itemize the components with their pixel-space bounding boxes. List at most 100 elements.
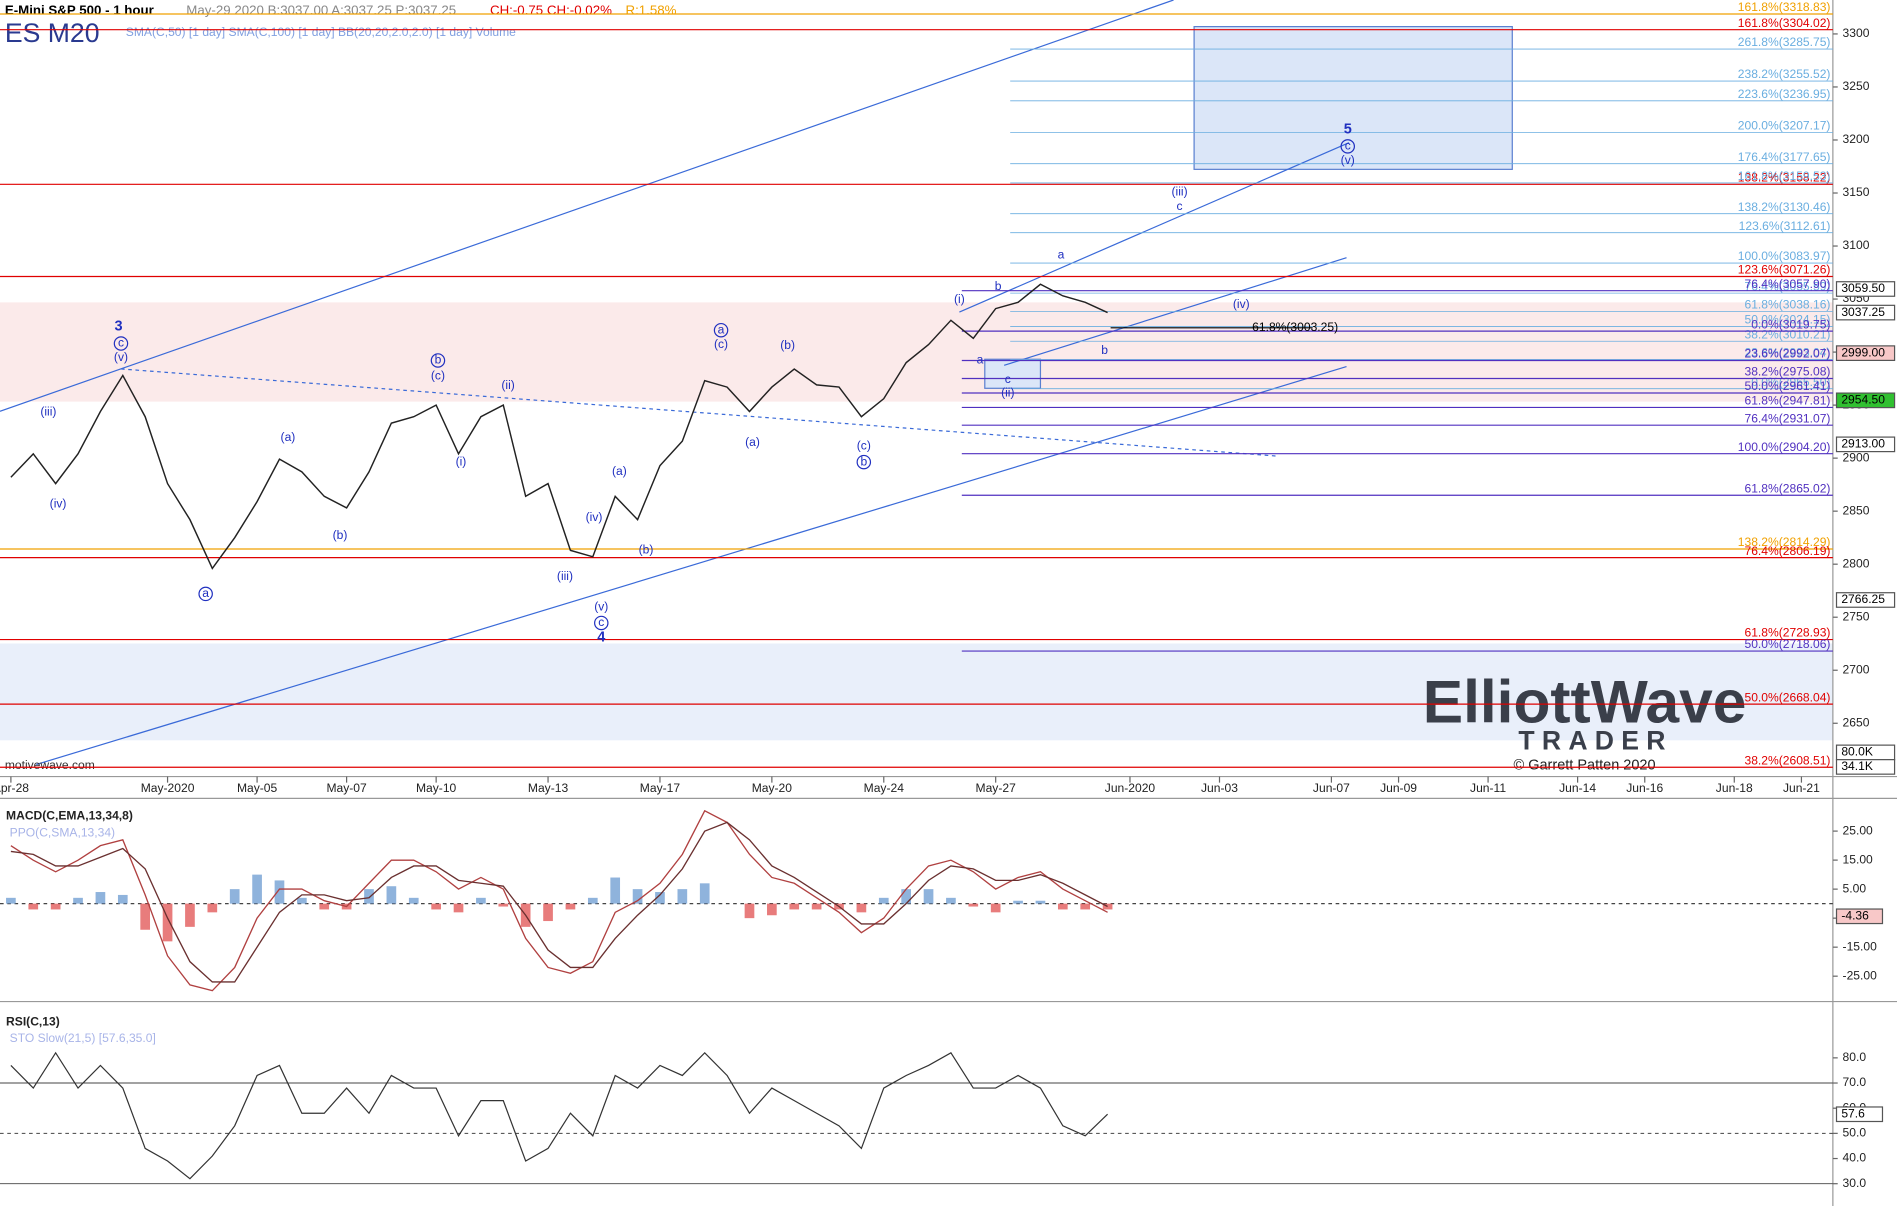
x-tick-label: May-24	[864, 781, 905, 795]
header-range: R:1.58%	[625, 2, 676, 17]
x-tick-label: May-07	[326, 781, 367, 795]
histogram-bar	[140, 903, 151, 930]
histogram-bar	[655, 892, 665, 904]
value-tag-label: -4.36	[1841, 908, 1869, 922]
histogram-bar	[73, 897, 83, 904]
copyright: © Garrett Patten 2020	[1513, 758, 1655, 774]
zone-band	[0, 302, 1833, 402]
fib-label: 50.0%(2718.06)	[1744, 637, 1830, 651]
wave-label: 3	[115, 318, 123, 334]
panel-title: MACD(C,EMA,13,34,8)	[6, 809, 133, 823]
x-tick-label: May-27	[976, 781, 1017, 795]
fib-label: 138.2%(3130.46)	[1738, 200, 1831, 214]
panel-title: RSI(C,13)	[6, 1014, 60, 1028]
value-tag	[1835, 908, 1884, 925]
histogram-bar	[789, 903, 800, 910]
histogram-bar	[946, 897, 956, 904]
fib-label: 238.2%(3255.52)	[1738, 67, 1831, 81]
histogram-bar	[453, 903, 464, 913]
wave-label: 4	[597, 629, 605, 645]
wave-label: 5	[1344, 121, 1352, 137]
price-tag-label: 2766.25	[1841, 592, 1885, 606]
fib-label: 76.4%(2806.19)	[1744, 544, 1830, 558]
histogram-bar	[610, 877, 621, 904]
y-tick-label: 40.0	[1843, 1151, 1867, 1165]
wave-label: c	[1177, 199, 1183, 213]
histogram-bar	[587, 897, 598, 904]
price-tag-label: 3059.50	[1841, 281, 1885, 295]
wave-label: (b)	[639, 543, 654, 557]
fib-label: 61.8%(2947.81)	[1744, 394, 1830, 408]
x-tick-label: Jun-09	[1380, 781, 1417, 795]
wave-label: (a)	[281, 430, 296, 444]
symbol: ES M20	[5, 18, 100, 48]
fib-label: 38.2%(2975.08)	[1744, 365, 1830, 379]
histogram-bar	[386, 886, 397, 904]
fib-label: 0.0%(3019.75)	[1751, 317, 1830, 331]
wave-label: (iii)	[40, 405, 56, 419]
histogram-bar	[923, 889, 934, 904]
histogram-bar	[252, 874, 262, 904]
histogram-bar	[274, 880, 285, 904]
wave-label: (iv)	[1233, 297, 1250, 311]
fib-label: 61.8%(3038.16)	[1744, 298, 1830, 312]
price-line	[10, 283, 1108, 570]
wave-label: (v)	[1341, 153, 1355, 167]
histogram-bar	[1102, 903, 1113, 910]
price-tag	[1835, 281, 1896, 297]
indicator-line	[10, 821, 1108, 983]
wave-label: (b)	[780, 338, 795, 352]
fib-label: 76.4%(3057.90)	[1744, 277, 1830, 291]
fib-label: 176.4%(3177.65)	[1738, 150, 1831, 164]
fib-label: 76.4%(3055.59)	[1744, 279, 1830, 293]
histogram-bar	[476, 897, 486, 904]
fib-label: 76.4%(2931.07)	[1744, 411, 1830, 425]
y-tick-label: 2900	[1843, 450, 1870, 464]
x-tick-label: May-13	[528, 781, 569, 795]
site: motivewave.com	[5, 758, 95, 772]
wave-label: (iv)	[586, 510, 603, 524]
histogram-bar	[297, 897, 307, 904]
wave-circle	[198, 586, 213, 602]
y-tick-label: 25.00	[1843, 823, 1874, 837]
price-tag-label: 2913.00	[1841, 437, 1885, 451]
fib-label: 123.6%(3071.26)	[1738, 263, 1831, 277]
histogram-bar	[1080, 903, 1091, 910]
histogram-bar	[6, 897, 16, 904]
y-tick-label: 30.0	[1843, 1176, 1867, 1190]
target-box	[984, 358, 1042, 389]
fib-label: 123.6%(3112.61)	[1739, 219, 1831, 233]
x-tick-label: May-2020	[141, 781, 195, 795]
histogram-bar	[990, 903, 1001, 913]
y-tick-label: 70.0	[1843, 1075, 1867, 1089]
wave-label: (c)	[714, 337, 728, 351]
wave-label: b	[1101, 343, 1108, 357]
wave-label: a	[202, 586, 209, 600]
x-tick-label: Jun-2020	[1105, 781, 1156, 795]
trend-line	[0, 0, 1174, 412]
histogram-bar	[968, 903, 979, 907]
histogram-bar	[498, 903, 509, 907]
x-tick-label: Jun-18	[1716, 781, 1753, 795]
wave-circle	[1340, 139, 1356, 154]
wave-label: a	[1058, 247, 1065, 261]
header-title: E-Mini S&P 500 - 1 hour	[5, 2, 154, 17]
histogram-bar	[565, 903, 576, 910]
fib-label: 38.2%(2608.51)	[1744, 753, 1830, 767]
price-tag	[1835, 392, 1896, 409]
wave-label: b	[435, 353, 442, 367]
y-tick-label: 3100	[1843, 238, 1870, 252]
y-tick-label: 3200	[1843, 132, 1870, 146]
histogram-bar	[408, 897, 419, 904]
histogram-bar	[744, 903, 755, 919]
histogram-bar	[162, 903, 173, 942]
histogram-bar	[185, 903, 195, 927]
histogram-bar	[117, 894, 128, 904]
y-tick-label: 15.00	[1843, 852, 1874, 866]
wave-label: b	[995, 279, 1002, 293]
histogram-bar	[677, 889, 688, 904]
trend-line	[959, 142, 1350, 313]
x-tick-label: Jun-16	[1626, 781, 1663, 795]
